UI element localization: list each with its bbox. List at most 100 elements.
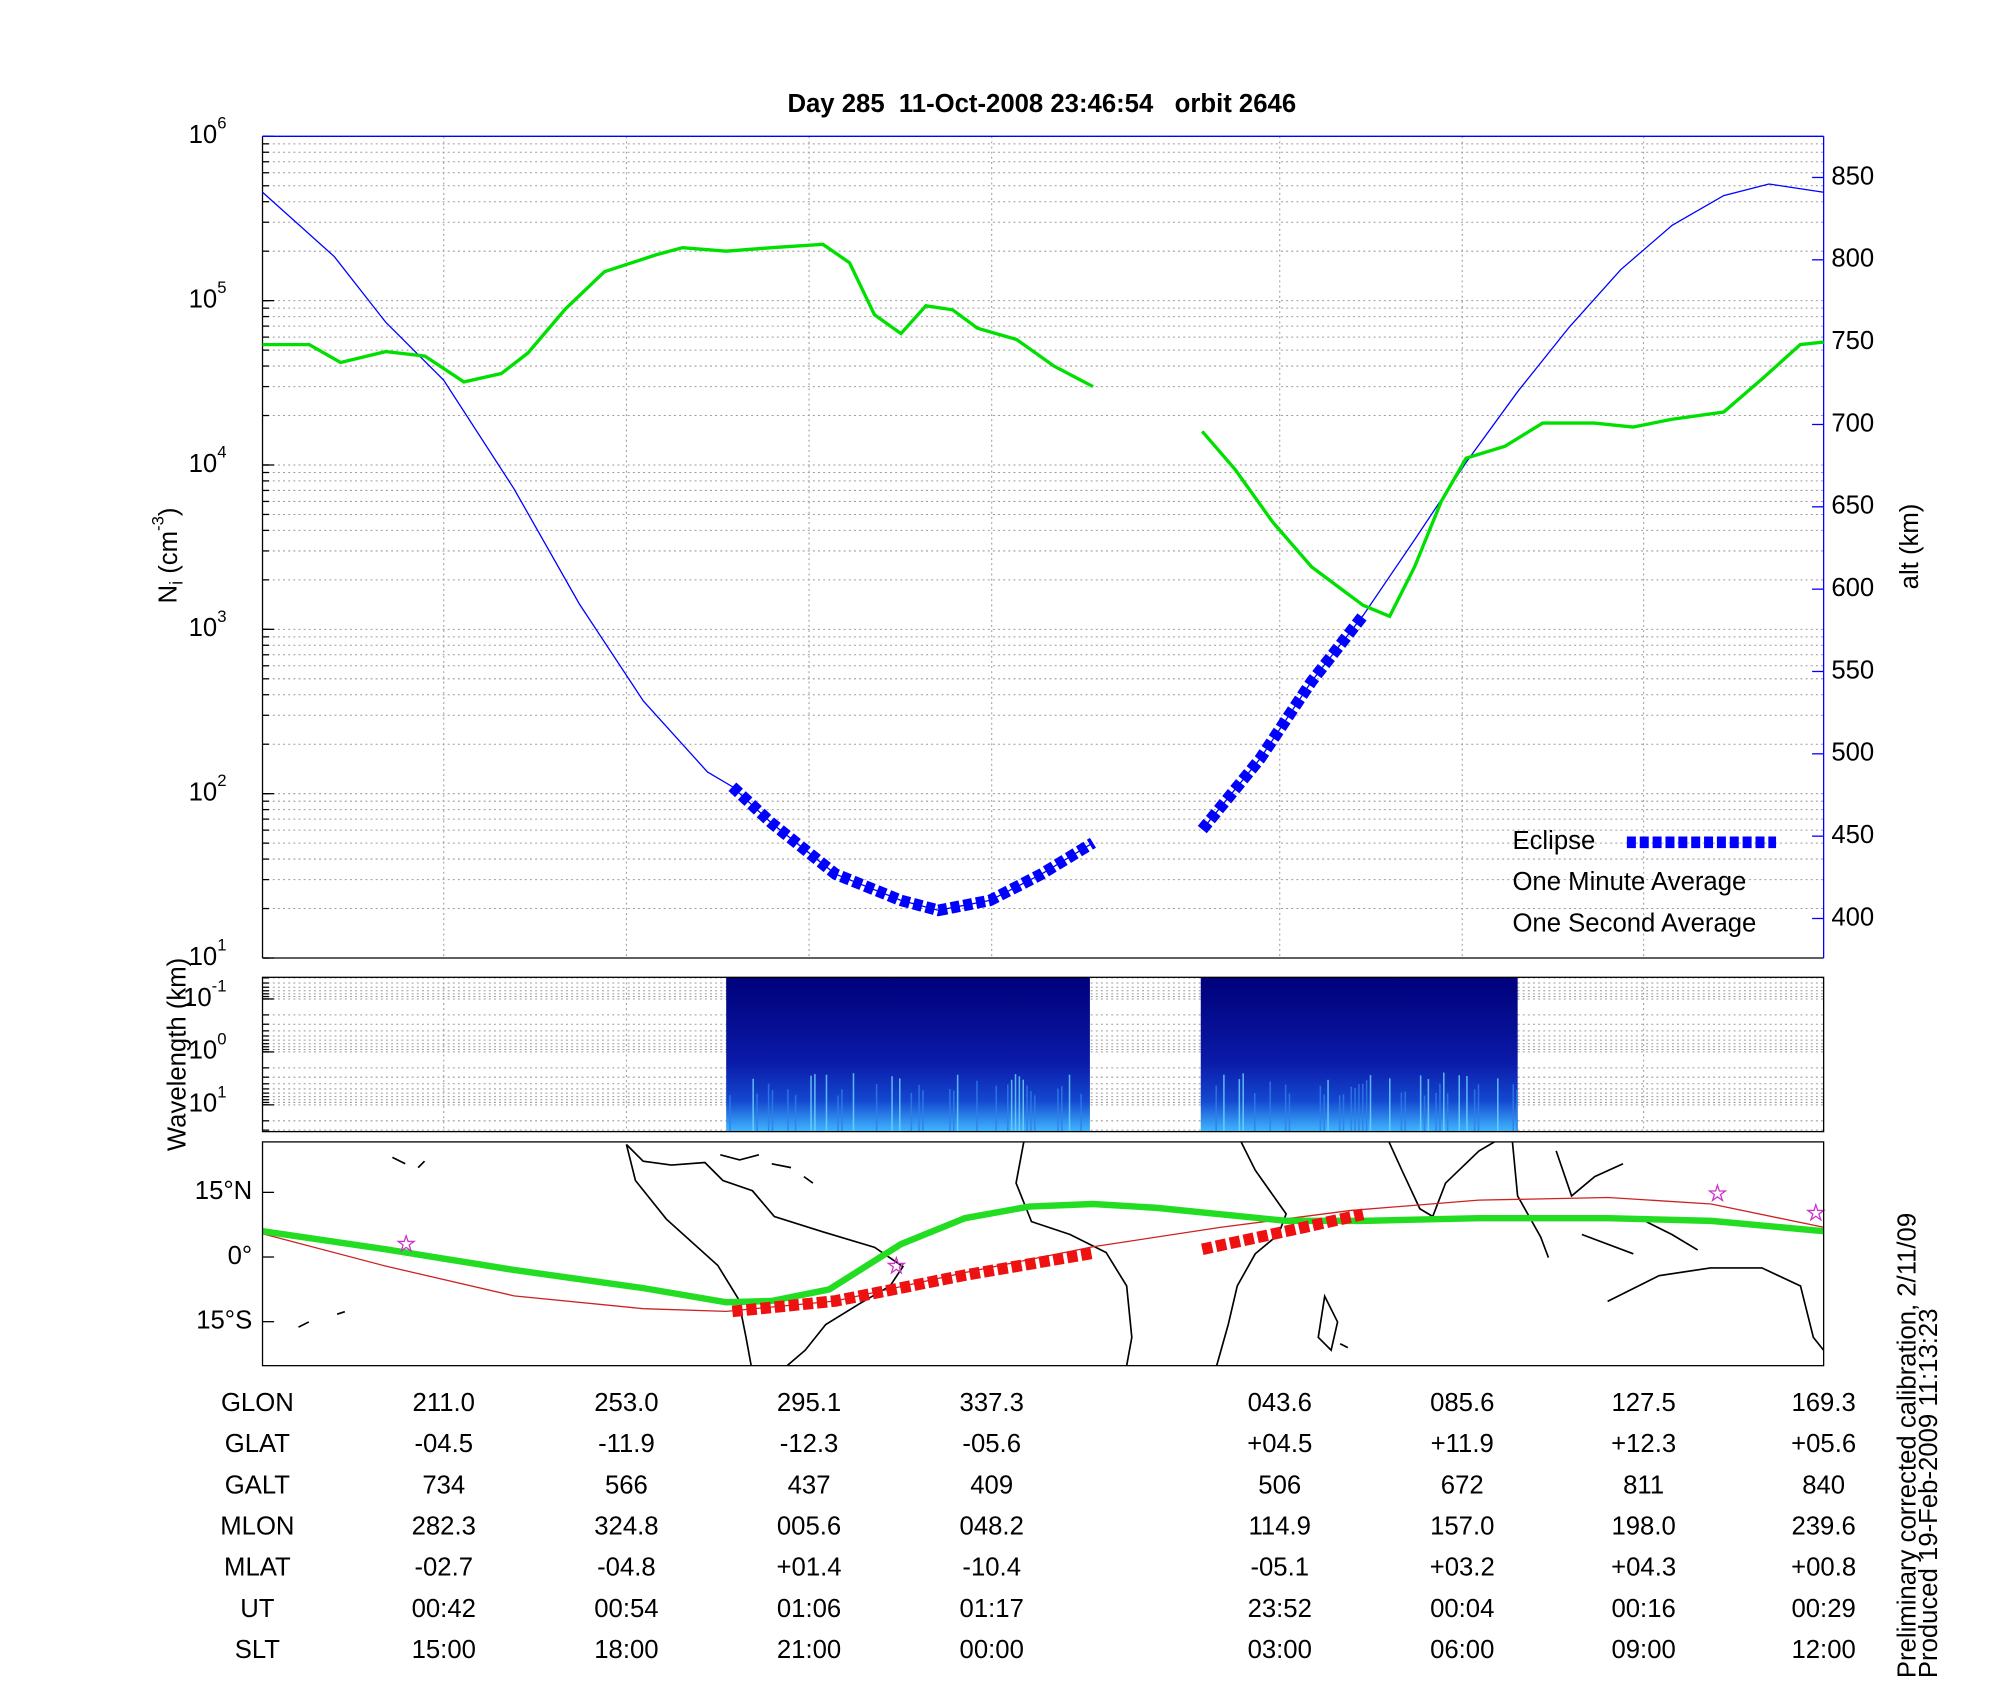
superscript: -1 [212,977,227,996]
y-tick-label: 100 [189,1030,227,1065]
table-cell: 734 [422,1471,465,1499]
y2-axis-label: alt (km) [1896,504,1924,590]
superscript: 1 [217,1083,226,1102]
table-cell: 211.0 [413,1389,475,1417]
legend-label: One Second Average [1512,909,1756,937]
superscript: 6 [217,114,226,133]
table-cell: -12.3 [780,1430,839,1458]
table-cell: 239.6 [1791,1512,1855,1540]
table-row-label: GLAT [225,1430,291,1458]
legend-label: Eclipse [1512,827,1595,855]
coast [1015,1141,1133,1366]
table-cell: 043.6 [1248,1389,1312,1417]
coast [1511,1141,1699,1258]
table-cell: 01:17 [960,1595,1024,1623]
table-cell: 127.5 [1611,1389,1675,1417]
table-cell: +03.2 [1430,1554,1495,1582]
y2-tick-label: 750 [1831,327,1874,355]
table-cell: 23:52 [1248,1595,1312,1623]
table-cell: 198.0 [1611,1512,1675,1540]
y2-tick-label: 500 [1831,739,1874,767]
panel-frame [261,1141,1825,1367]
table-row-label: UT [240,1595,275,1623]
y2-tick-label: 400 [1831,903,1874,931]
y2-tick-label: 650 [1831,492,1874,520]
table-cell: 114.9 [1249,1512,1311,1540]
y2-tick-label: 550 [1831,656,1874,684]
table-cell: 21:00 [777,1636,841,1664]
coast [1317,1293,1339,1352]
table-cell: -04.5 [414,1430,473,1458]
table-cell: 409 [970,1471,1013,1499]
table-cell: -04.8 [597,1554,656,1582]
table-cell: 840 [1802,1471,1845,1499]
y2-tick-label: 600 [1831,574,1874,602]
series-line [262,242,1824,619]
table-cell: -10.4 [962,1554,1021,1582]
subscript: i [166,581,186,585]
table-cell: 048.2 [960,1512,1024,1540]
table-cell: 506 [1258,1471,1301,1499]
table-cell: +12.3 [1611,1430,1676,1458]
table-cell: 337.3 [960,1389,1024,1417]
table-row-label: GALT [225,1471,291,1499]
spectrogram-block [726,977,1090,1132]
table-cell: 811 [1623,1471,1664,1499]
table-row-label: MLON [220,1512,294,1540]
table-cell: 157.0 [1430,1512,1494,1540]
coast [625,1143,905,1366]
y-axis-label-part: ) [155,508,183,517]
superscript: 1 [217,936,226,955]
y-tick-label: 0° [228,1242,253,1270]
superscript: 4 [217,443,226,462]
table-cell: 12:00 [1791,1636,1855,1664]
table-cell: 295.1 [777,1389,841,1417]
superscript: 0 [217,1030,226,1049]
y-tick-label: 15°S [196,1306,252,1334]
coast [625,1144,752,1366]
altitude-line [262,183,1824,911]
table-cell: 282.3 [412,1512,476,1540]
table-cell: 01:06 [777,1595,841,1623]
table-cell: 18:00 [594,1636,658,1664]
table-cell: 15:00 [412,1636,476,1664]
legend-label: One Minute Average [1512,868,1746,896]
table-cell: 03:00 [1248,1636,1312,1664]
star-marker [1707,1183,1728,1203]
table-cell: 324.8 [594,1512,658,1540]
coast [720,1153,814,1184]
superscript: 2 [217,772,226,791]
table-cell: +04.3 [1611,1554,1676,1582]
series-line [728,611,1368,917]
coast [1215,1141,1288,1366]
track-line [262,1200,1824,1306]
y-axis-label: Wavelength (km) [164,958,192,1151]
coast [1388,1141,1495,1218]
table-cell: 09:00 [1611,1636,1675,1664]
star-marker [886,1255,907,1275]
y-tick-label: 102 [189,772,227,807]
table-cell: -05.1 [1250,1554,1309,1582]
table-cell: 00:16 [1611,1595,1675,1623]
track-line [731,1208,1365,1318]
y-tick-label: 104 [189,443,227,478]
table-cell: 00:29 [1791,1595,1855,1623]
star-marker [1805,1202,1826,1222]
table-cell: 00:42 [412,1595,476,1623]
table-cell: 566 [605,1471,648,1499]
superscript: -3 [149,516,168,531]
table-cell: +05.6 [1791,1430,1856,1458]
y2-tick-label: 700 [1831,409,1874,437]
table-cell: 00:04 [1430,1595,1494,1623]
coast [1607,1267,1824,1351]
table-cell: 169.3 [1791,1389,1855,1417]
side-note: Preliminary corrected calibration, 2/11/… [1893,1213,1921,1678]
table-row-label: MLAT [224,1554,291,1582]
chart-title: Day 285 11-Oct-2008 23:46:54 orbit 2646 [787,90,1296,118]
table-cell: 253.0 [594,1389,658,1417]
y-tick-label: 103 [189,607,227,642]
table-cell: +04.5 [1247,1430,1312,1458]
table-cell: -02.7 [414,1554,473,1582]
table-cell: 085.6 [1430,1389,1494,1417]
